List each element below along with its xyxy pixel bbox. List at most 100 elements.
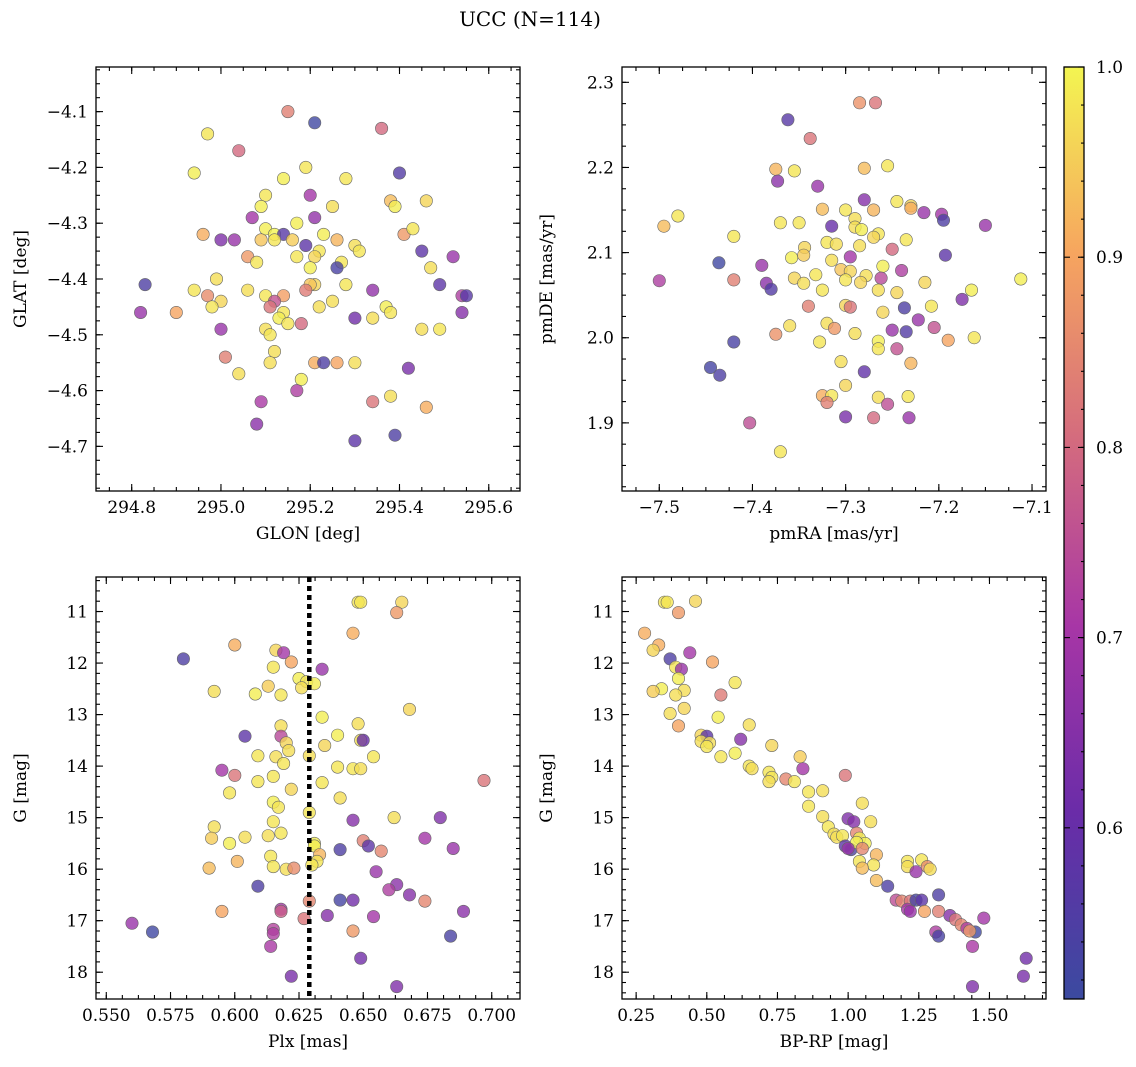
x-tick-label: 295.0 (197, 498, 246, 518)
y-tick-label: 15 (66, 809, 88, 829)
scatter-point (227, 233, 241, 247)
scatter-point (917, 904, 931, 918)
scatter-point (415, 244, 429, 258)
scatter-point (646, 684, 660, 698)
scatter-point (281, 317, 295, 331)
scatter-point (290, 384, 304, 398)
scatter-point (330, 261, 344, 275)
y-axis-label: G [mag] (537, 753, 557, 822)
scatter-point (885, 323, 899, 337)
scatter-point (728, 746, 742, 760)
scatter-point (663, 706, 677, 720)
x-tick-label: 0.675 (403, 1006, 452, 1026)
scatter-point (254, 395, 268, 409)
scatter-point (331, 760, 345, 774)
y-tick-label: 2.0 (587, 329, 614, 349)
scatter-point (254, 200, 268, 214)
scatter-point (238, 830, 252, 844)
scatter-point (793, 750, 807, 764)
x-tick-label: −7.1 (1011, 498, 1052, 518)
scatter-point (871, 283, 885, 297)
scatter-point (315, 710, 329, 724)
scatter-point (671, 719, 685, 733)
scatter-point (318, 738, 332, 752)
scatter-point (868, 96, 882, 110)
scatter-point (816, 810, 830, 824)
colorbar: 0.6 0.7 0.8 0.9 1.0 (1063, 58, 1123, 1000)
scatter-point (374, 844, 388, 858)
scatter-point (745, 762, 759, 776)
scatter-point (266, 927, 280, 941)
scatter-point (867, 203, 881, 217)
scatter-point (254, 233, 268, 247)
y-tick-label: 15 (592, 809, 614, 829)
scatter-point (714, 688, 728, 702)
scatter-point (853, 239, 867, 253)
scatter-point (250, 255, 264, 269)
scatter-point (941, 333, 955, 347)
scatter-point (299, 239, 313, 253)
scatter-point (857, 365, 871, 379)
x-axis-label: GLON [deg] (256, 524, 360, 544)
scatter-point (230, 854, 244, 868)
scatter-point (803, 132, 817, 146)
colorbar-tick-label: 0.7 (1096, 629, 1123, 649)
x-tick-label: −7.2 (918, 498, 959, 518)
scatter-point (927, 320, 941, 334)
scatter-point (881, 397, 895, 411)
scatter-point (267, 233, 281, 247)
scatter-point (285, 233, 299, 247)
scatter-point (290, 216, 304, 230)
colorbar-tick-label: 0.9 (1096, 248, 1123, 268)
axes-frame (95, 576, 521, 1000)
scatter-point (918, 275, 932, 289)
scatter-point (813, 335, 827, 349)
scatter-point (295, 681, 309, 695)
scatter-point (287, 861, 301, 875)
scatter-point (815, 202, 829, 216)
scatter-point (284, 655, 298, 669)
scatter-point (820, 395, 834, 409)
scatter-point (406, 222, 420, 236)
scatter-point (857, 161, 871, 175)
scatter-point (366, 395, 380, 409)
scatter-point (671, 209, 685, 223)
scatter-point (909, 865, 923, 879)
scatter-point (811, 179, 825, 193)
scatter-point (207, 684, 221, 698)
scatter-point (657, 219, 671, 233)
scatter-point (146, 925, 160, 939)
scatter-point (881, 879, 895, 893)
scatter-point (446, 841, 460, 855)
scatter-point (274, 826, 288, 840)
colorbar-tick-label: 0.6 (1096, 819, 1123, 839)
scatter-point (263, 300, 277, 314)
scatter-point (169, 305, 183, 319)
scatter-point (769, 327, 783, 341)
y-tick-label: 11 (592, 603, 614, 623)
y-tick-label: 16 (66, 860, 88, 880)
scatter-point (361, 839, 375, 853)
scatter-point (294, 372, 308, 386)
scatter-point (232, 367, 246, 381)
scatter-point (827, 321, 841, 335)
scatter-point (936, 213, 950, 227)
y-tick-label: 2.1 (587, 244, 614, 264)
scatter-point (284, 782, 298, 796)
scatter-point (890, 195, 904, 209)
figure-title: UCC (N=114) (459, 7, 601, 31)
scatter-point (419, 194, 433, 208)
y-tick-label: 16 (592, 860, 614, 880)
scatter-point (854, 223, 868, 237)
scatter-point (915, 893, 929, 907)
scatter-point (855, 796, 869, 810)
scatter-point (418, 831, 432, 845)
scatter-point (677, 701, 691, 715)
scatter-point (885, 242, 899, 256)
panel-proper-motions: −7.5 −7.4 −7.3 −7.2 −7.1 1.9 2.0 2.1 2.2 2.3 pmRA … (537, 66, 1053, 544)
scatter-point (251, 775, 265, 789)
panels: 294.8 295.0 295.2 295.4 295.6 −4.1 −4.2 −4.3 −4.… (11, 66, 1053, 1052)
scatter-point (762, 775, 776, 789)
scatter-point (325, 200, 339, 214)
scatter-point (711, 710, 725, 724)
